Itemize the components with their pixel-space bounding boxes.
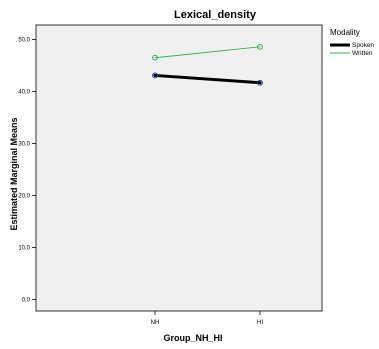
series-layer [152,43,263,86]
series-line-1 [154,46,261,59]
x-axis-title: Group_NH_HI [163,333,222,343]
data-point-1-1 [257,43,263,50]
legend-label-0: Spoken [352,42,374,49]
chart-title: Lexical_density [174,9,257,21]
y-tick-label: 0,0 [22,298,31,304]
x-tick-label: HI [257,320,263,326]
y-tick-label: 10,0 [18,246,30,252]
y-axis-title: Estimated Marginal Means [9,117,19,230]
plot-area [35,24,323,312]
y-tick-label: 20,0 [18,194,30,200]
series-line-0 [153,73,262,85]
y-tick-label: 40,0 [18,90,30,96]
y-tick-label: 50,0 [18,38,30,44]
legend-title: Modality [330,28,360,37]
data-point-1-0 [152,54,158,61]
y-tick-label: 30,0 [18,142,30,148]
x-tick-label: NH [151,320,160,326]
y-axis: 0,0 10,0 20,0 30,0 40,0 50,0 [18,38,36,304]
x-axis: NH HI [151,311,263,326]
legend-label-1: Written [352,50,373,57]
data-point-0-1 [257,79,263,86]
data-point-0-0 [152,72,158,79]
